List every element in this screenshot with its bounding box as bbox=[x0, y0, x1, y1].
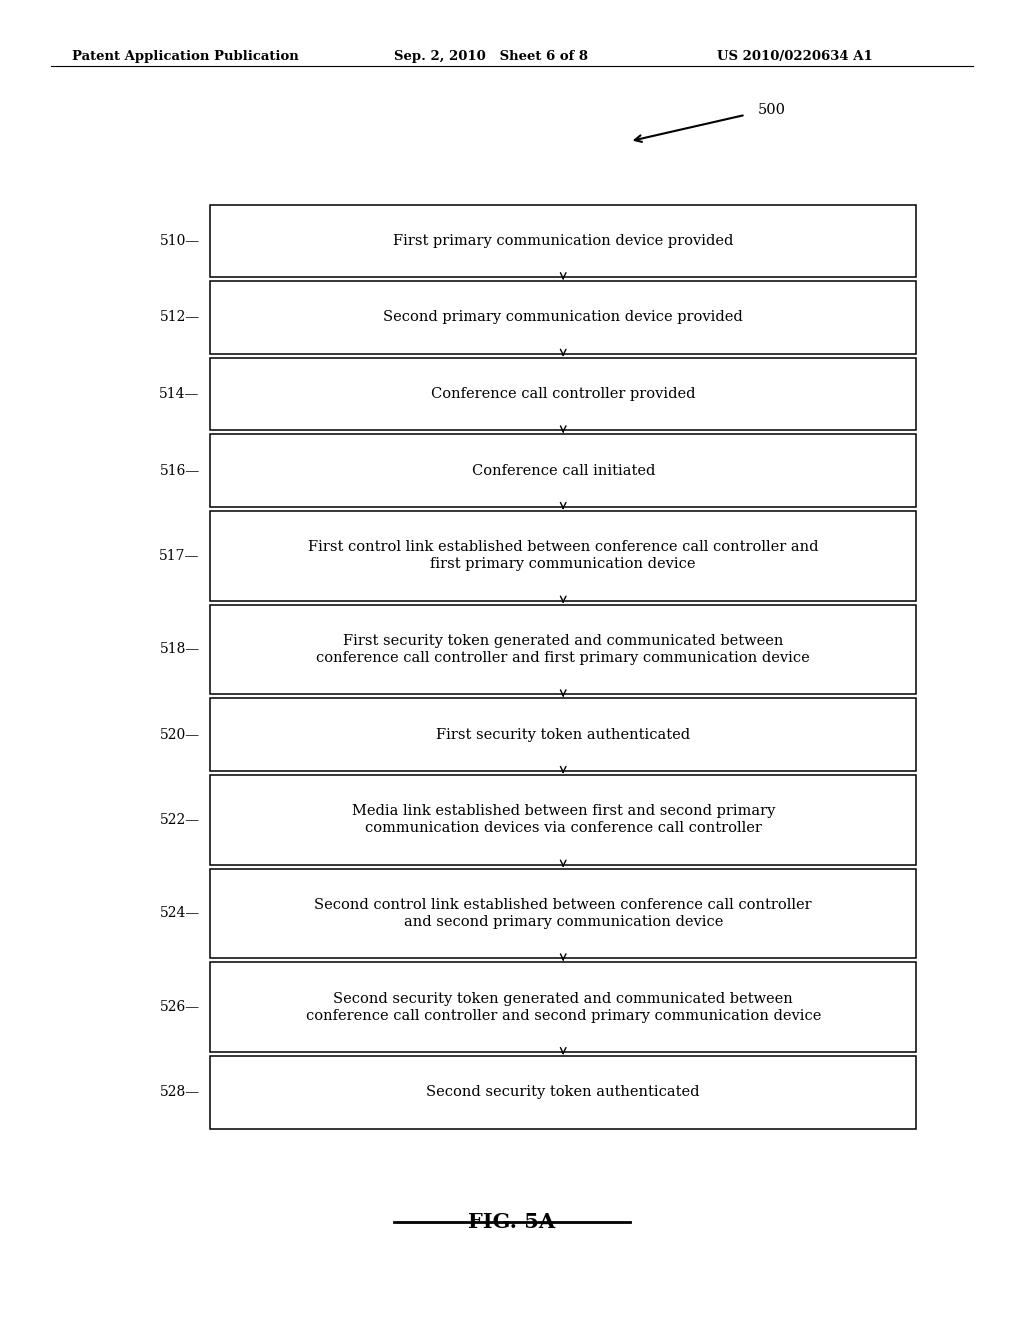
Text: First security token authenticated: First security token authenticated bbox=[436, 727, 690, 742]
Bar bbox=[210, 1056, 916, 1129]
Text: 524—: 524— bbox=[160, 907, 200, 920]
Bar bbox=[210, 605, 916, 694]
Text: First control link established between conference call controller and
first prim: First control link established between c… bbox=[308, 540, 818, 572]
Text: Media link established between first and second primary
communication devices vi: Media link established between first and… bbox=[351, 804, 775, 836]
Text: 512—: 512— bbox=[160, 310, 200, 325]
Bar bbox=[210, 434, 916, 507]
Text: Patent Application Publication: Patent Application Publication bbox=[72, 50, 298, 63]
Bar bbox=[210, 775, 916, 865]
Text: Second control link established between conference call controller
and second pr: Second control link established between … bbox=[314, 898, 812, 929]
Bar bbox=[210, 205, 916, 277]
Text: FIG. 5A: FIG. 5A bbox=[468, 1212, 556, 1232]
Text: 520—: 520— bbox=[160, 727, 200, 742]
Text: 518—: 518— bbox=[160, 643, 200, 656]
Bar bbox=[210, 698, 916, 771]
Text: Second primary communication device provided: Second primary communication device prov… bbox=[383, 310, 743, 325]
Text: 517—: 517— bbox=[160, 549, 200, 562]
Text: Conference call controller provided: Conference call controller provided bbox=[431, 387, 695, 401]
Bar bbox=[210, 511, 916, 601]
Bar bbox=[210, 962, 916, 1052]
Text: Conference call initiated: Conference call initiated bbox=[471, 463, 655, 478]
Text: 526—: 526— bbox=[160, 1001, 200, 1014]
Text: Second security token authenticated: Second security token authenticated bbox=[426, 1085, 700, 1100]
Text: 516—: 516— bbox=[160, 463, 200, 478]
Text: 500: 500 bbox=[758, 103, 785, 117]
Text: First security token generated and communicated between
conference call controll: First security token generated and commu… bbox=[316, 634, 810, 665]
Text: 522—: 522— bbox=[160, 813, 200, 826]
Text: 514—: 514— bbox=[160, 387, 200, 401]
Text: 528—: 528— bbox=[160, 1085, 200, 1100]
Bar bbox=[210, 358, 916, 430]
Text: 510—: 510— bbox=[160, 234, 200, 248]
Text: Sep. 2, 2010   Sheet 6 of 8: Sep. 2, 2010 Sheet 6 of 8 bbox=[394, 50, 588, 63]
Bar bbox=[210, 281, 916, 354]
Bar bbox=[210, 869, 916, 958]
Text: US 2010/0220634 A1: US 2010/0220634 A1 bbox=[717, 50, 872, 63]
Text: Second security token generated and communicated between
conference call control: Second security token generated and comm… bbox=[305, 991, 821, 1023]
Text: First primary communication device provided: First primary communication device provi… bbox=[393, 234, 733, 248]
